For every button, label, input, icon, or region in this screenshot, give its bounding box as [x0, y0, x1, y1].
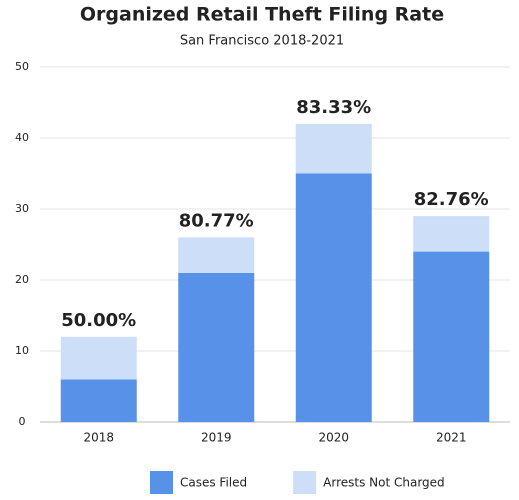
x-tick-label: 2020 — [318, 431, 349, 445]
bar-segment — [413, 216, 490, 252]
bar-segment — [295, 123, 372, 174]
y-tick-label: 40 — [15, 131, 29, 144]
bar-segment — [60, 379, 137, 422]
y-tick-label: 20 — [15, 273, 29, 286]
y-tick-label: 10 — [15, 344, 29, 357]
bar-segment — [178, 272, 255, 422]
chart-title: Organized Retail Theft Filing Rate — [80, 4, 444, 26]
legend-swatch — [293, 471, 317, 494]
bar-annotation: 82.76% — [414, 189, 489, 210]
bar-segment — [178, 237, 255, 273]
y-tick-label: 0 — [19, 415, 26, 428]
bar-segment — [60, 336, 137, 380]
legend-label: Arrests Not Charged — [323, 476, 445, 490]
chart-subtitle: San Francisco 2018-2021 — [180, 34, 344, 49]
x-tick-label: 2018 — [83, 431, 114, 445]
bar-annotation: 83.33% — [296, 97, 371, 118]
bar-segment — [295, 173, 372, 422]
legend-swatch — [150, 471, 173, 494]
x-tick-label: 2021 — [436, 431, 467, 445]
y-tick-label: 30 — [15, 202, 29, 215]
bar-segment — [413, 251, 490, 422]
bar-annotation: 50.00% — [61, 310, 136, 331]
x-tick-label: 2019 — [201, 431, 232, 445]
bar-annotation: 80.77% — [179, 210, 254, 231]
legend-label: Cases Filed — [180, 476, 247, 490]
y-tick-label: 50 — [15, 60, 29, 73]
